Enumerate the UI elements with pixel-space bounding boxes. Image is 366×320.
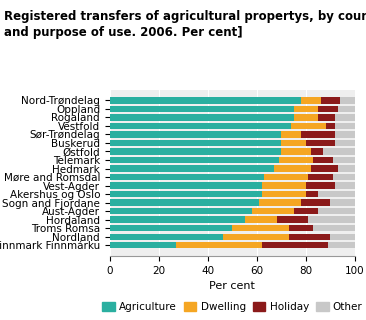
Bar: [176, 242, 262, 248]
Bar: [335, 114, 355, 121]
Bar: [309, 174, 333, 180]
Bar: [110, 165, 274, 172]
Bar: [311, 165, 338, 172]
Bar: [262, 182, 306, 189]
Bar: [110, 123, 291, 129]
Bar: [335, 182, 355, 189]
Text: Registered transfers of agricultural propertys, by county
and purpose of use. 20: Registered transfers of agricultural pro…: [4, 10, 366, 39]
Bar: [110, 225, 232, 231]
Bar: [274, 165, 311, 172]
Bar: [262, 191, 306, 197]
X-axis label: Per cent: Per cent: [209, 281, 255, 291]
Bar: [291, 123, 326, 129]
Bar: [110, 174, 264, 180]
Bar: [110, 114, 294, 121]
Bar: [306, 182, 335, 189]
Bar: [110, 234, 223, 240]
Bar: [309, 216, 355, 223]
Bar: [110, 131, 281, 138]
Bar: [281, 148, 311, 155]
Bar: [289, 225, 313, 231]
Bar: [301, 97, 321, 104]
Bar: [335, 123, 355, 129]
Bar: [264, 174, 309, 180]
Bar: [328, 242, 355, 248]
Bar: [306, 140, 335, 146]
Bar: [110, 148, 281, 155]
Bar: [110, 97, 301, 104]
Bar: [318, 208, 355, 214]
Bar: [294, 208, 318, 214]
Bar: [313, 157, 333, 163]
Bar: [318, 106, 338, 112]
Bar: [110, 106, 294, 112]
Bar: [333, 157, 355, 163]
Bar: [110, 216, 244, 223]
Bar: [244, 216, 277, 223]
Bar: [277, 216, 309, 223]
Bar: [110, 242, 176, 248]
Bar: [335, 140, 355, 146]
Bar: [281, 140, 306, 146]
Bar: [232, 225, 289, 231]
Bar: [326, 123, 335, 129]
Bar: [294, 106, 318, 112]
Bar: [330, 199, 355, 206]
Bar: [313, 225, 355, 231]
Bar: [318, 114, 335, 121]
Bar: [279, 157, 313, 163]
Bar: [259, 199, 301, 206]
Bar: [110, 182, 262, 189]
Bar: [333, 174, 355, 180]
Bar: [262, 242, 328, 248]
Bar: [110, 157, 279, 163]
Bar: [335, 131, 355, 138]
Bar: [294, 114, 318, 121]
Bar: [281, 131, 301, 138]
Bar: [311, 148, 323, 155]
Bar: [252, 208, 294, 214]
Bar: [321, 97, 340, 104]
Bar: [301, 131, 335, 138]
Bar: [318, 191, 355, 197]
Bar: [340, 97, 355, 104]
Legend: Agriculture, Dwelling, Holiday, Other: Agriculture, Dwelling, Holiday, Other: [98, 298, 366, 316]
Bar: [338, 106, 355, 112]
Bar: [110, 199, 259, 206]
Bar: [110, 140, 281, 146]
Bar: [338, 165, 355, 172]
Bar: [306, 191, 318, 197]
Bar: [289, 234, 330, 240]
Bar: [110, 208, 252, 214]
Bar: [330, 234, 355, 240]
Bar: [110, 191, 262, 197]
Bar: [301, 199, 330, 206]
Bar: [223, 234, 289, 240]
Bar: [323, 148, 355, 155]
